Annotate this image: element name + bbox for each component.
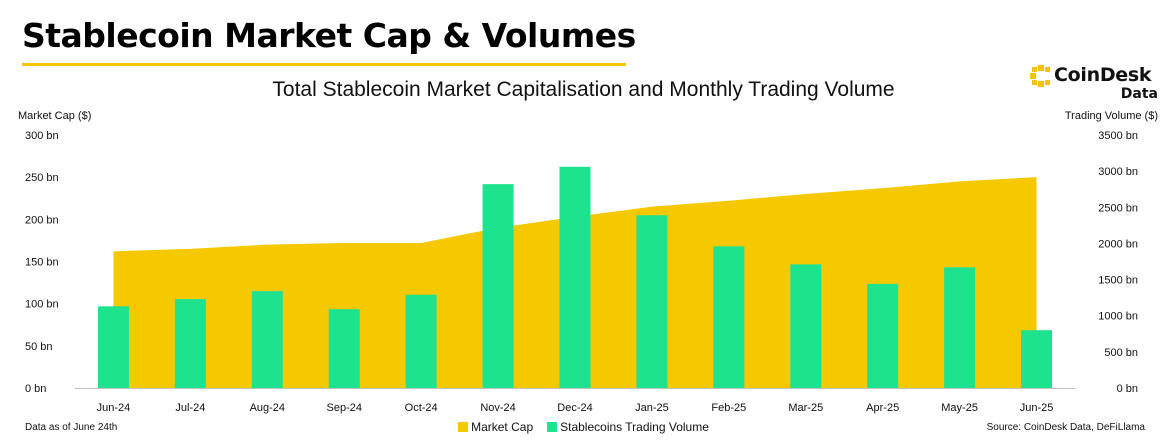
volume-bar — [405, 294, 437, 388]
chart-title: Total Stablecoin Market Capitalisation a… — [272, 78, 895, 101]
y-right-tick-label: 2000 bn — [1098, 238, 1138, 250]
volume-bar — [790, 264, 822, 388]
y-left-tick-label: 0 bn — [25, 383, 46, 395]
y-left-tick-label: 50 bn — [25, 341, 53, 353]
volume-bar — [713, 246, 745, 388]
y-left-tick-label: 300 bn — [25, 130, 59, 142]
y-right-tick-label: 2500 bn — [1098, 202, 1138, 214]
volume-bar — [559, 166, 591, 388]
title-underline — [22, 63, 626, 66]
y-left-tick-label: 150 bn — [25, 257, 59, 269]
y-right-tick-label: 1500 bn — [1098, 275, 1138, 287]
volume-bar — [174, 299, 206, 388]
brand-sub: Data — [1120, 86, 1158, 102]
y-right-tick-label: 3000 bn — [1098, 166, 1138, 178]
x-tick-label: Mar-25 — [788, 402, 823, 414]
legend-swatch-market-cap — [458, 422, 469, 432]
volume-bar — [636, 215, 668, 388]
volume-bar — [482, 184, 514, 388]
legend-item-trading-volume: Stablecoins Trading Volume — [547, 420, 709, 434]
x-tick-label: Jan-25 — [635, 402, 669, 414]
legend-item-market-cap: Market Cap — [458, 420, 533, 434]
y-left-tick-label: 250 bn — [25, 172, 59, 184]
volume-bar — [97, 306, 129, 388]
coindesk-logo: CoinDesk Data — [1030, 63, 1160, 107]
x-tick-label: Apr-25 — [866, 402, 899, 414]
brand-name: CoinDesk — [1054, 64, 1152, 86]
data-note: Data as of June 24th — [25, 422, 118, 433]
page-title: Stablecoin Market Cap & Volumes — [22, 16, 636, 55]
x-tick-label: Aug-24 — [250, 402, 285, 414]
x-tick-label: Sep-24 — [326, 402, 361, 414]
y-right-tick-label: 500 bn — [1104, 347, 1138, 359]
x-tick-label: Jul-24 — [175, 402, 205, 414]
y-left-tick-label: 100 bn — [25, 299, 59, 311]
volume-bar — [1021, 330, 1053, 388]
x-tick-label: Jun-25 — [1020, 402, 1054, 414]
y-right-tick-label: 1000 bn — [1098, 311, 1138, 323]
y-left-tick-label: 200 bn — [25, 214, 59, 226]
x-tick-label: Feb-25 — [711, 402, 746, 414]
x-tick-label: Oct-24 — [405, 402, 438, 414]
y-axis-right-title: Trading Volume ($) — [1064, 110, 1158, 122]
y-axis-left-title: Market Cap ($) — [18, 110, 92, 122]
volume-bar — [251, 291, 283, 388]
volume-bar — [944, 267, 976, 388]
legend-label-trading-volume: Stablecoins Trading Volume — [560, 420, 709, 434]
legend: Market Cap Stablecoins Trading Volume — [0, 420, 1167, 434]
x-tick-label: May-25 — [941, 402, 978, 414]
volume-bar — [328, 309, 360, 388]
coindesk-logo-icon — [1030, 65, 1050, 87]
legend-label-market-cap: Market Cap — [471, 420, 534, 434]
x-tick-label: Jun-24 — [97, 402, 131, 414]
volume-bar — [867, 283, 899, 388]
legend-swatch-trading-volume — [547, 422, 558, 432]
y-right-tick-label: 3500 bn — [1098, 130, 1138, 142]
source-note: Source: CoinDesk Data, DeFiLlama — [986, 422, 1145, 433]
x-tick-label: Dec-24 — [557, 402, 592, 414]
y-right-tick-label: 0 bn — [1117, 383, 1138, 395]
x-tick-label: Nov-24 — [480, 402, 515, 414]
